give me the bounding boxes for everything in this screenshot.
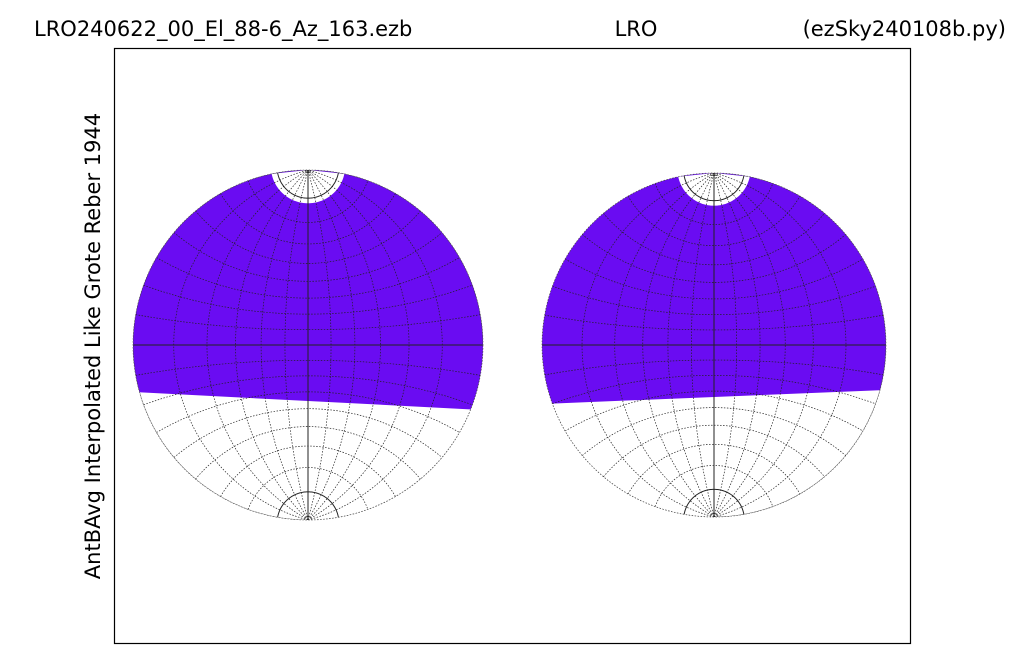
parallel [582, 407, 846, 456]
meridian [206, 170, 309, 520]
parallel [552, 285, 876, 316]
meridian [307, 170, 410, 520]
meridian [173, 170, 309, 520]
meridian [713, 173, 737, 517]
meridian [667, 173, 715, 517]
parallel [135, 359, 481, 376]
parallel [247, 467, 369, 510]
meridian [614, 173, 715, 517]
sky-maps [132, 169, 887, 521]
parallel [173, 408, 443, 458]
parallel [552, 374, 876, 405]
parallel [582, 234, 846, 283]
title-right: (ezSky240108b.py) [803, 17, 1006, 41]
parallel [564, 258, 864, 300]
meridian [307, 170, 356, 520]
meridian [235, 170, 309, 520]
meridian [713, 173, 847, 517]
meridian [691, 173, 715, 517]
meridian [307, 170, 381, 520]
parallel [627, 195, 801, 247]
meridian [307, 170, 443, 520]
meridian [284, 170, 309, 520]
title-left: LRO240622_00_El_88-6_Az_163.ezb [34, 17, 412, 42]
meridian [581, 173, 715, 517]
map-outline [541, 172, 887, 518]
parallel [143, 375, 473, 406]
meridian [307, 170, 332, 520]
parallel [603, 424, 825, 477]
meridian [713, 173, 814, 517]
meridian [713, 173, 761, 517]
y-label: AntBAvg Interpolated Like Grote Reber 19… [81, 113, 105, 579]
parallel [627, 443, 801, 495]
map-outline [132, 169, 484, 521]
hemisphere [542, 173, 886, 517]
hemisphere [133, 170, 483, 520]
title-center: LRO [615, 17, 658, 41]
parallel [195, 210, 421, 264]
plot-frame [113, 47, 912, 645]
meridian [260, 170, 309, 520]
